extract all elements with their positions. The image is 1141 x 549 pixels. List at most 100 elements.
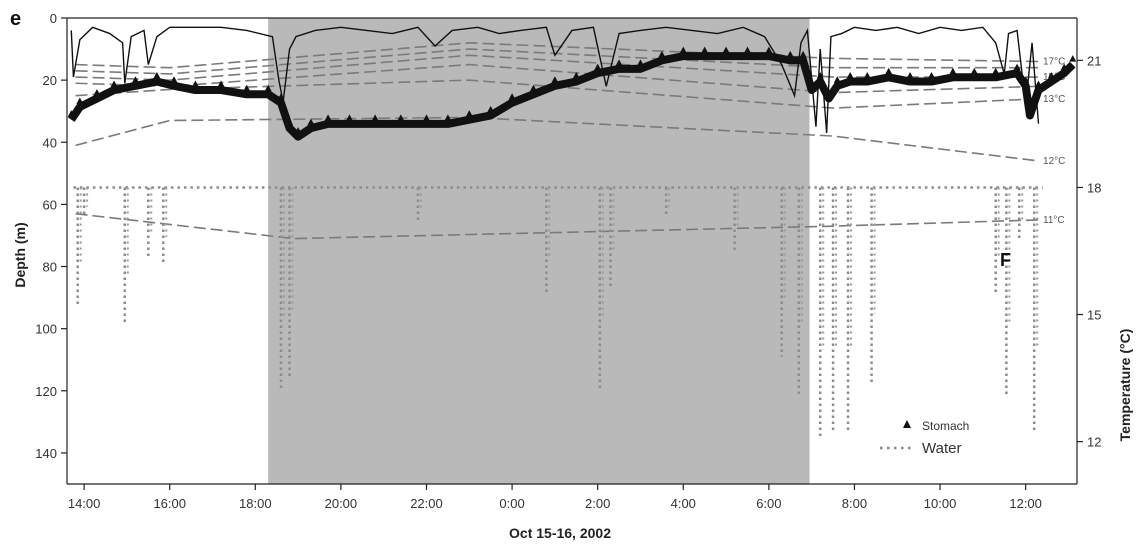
y-axis-title-left: Depth (m) [12,222,28,287]
stomach-point [863,72,871,79]
water-temperature-layer [73,186,1043,438]
stomach-point [508,93,516,100]
isotherm-line [75,212,1039,240]
x-tick-label: 22:00 [410,496,443,511]
stomach-point [529,84,537,92]
stomach-point [307,118,315,126]
y-axis-title-right: Temperature (°C) [1117,329,1133,442]
depth-trace-layer [70,26,1040,134]
stomach-point [992,67,1000,75]
stomach-point [1022,76,1030,83]
legend-water-label: Water [922,440,961,457]
y-left-tick-label: 0 [50,11,57,26]
isotherm-label: 12°C [1043,156,1065,167]
stomach-point [277,93,285,100]
stomach-point [551,76,559,83]
stomach-point [743,46,751,54]
stomach-point [885,67,893,75]
legend-stomach-marker [903,420,911,428]
stomach-point [422,114,430,121]
isotherm-label: 11°C [1043,215,1065,226]
stomach-band [67,52,1076,141]
isotherm-line [75,79,1039,109]
y-right-tick-label: 21 [1087,53,1101,68]
stomach-point [170,76,178,83]
stomach-point [397,114,405,121]
x-tick-label: 14:00 [68,496,101,511]
y-left-tick-label: 100 [35,322,57,337]
stomach-point [131,76,139,83]
stomach-point [658,50,666,58]
y-left-tick-label: 60 [43,197,57,212]
stomach-point [153,72,161,79]
stomach-point [808,80,816,88]
isotherm-label: 13°C [1043,94,1065,105]
stomach-point [217,80,225,88]
x-tick-label: 12:00 [1009,496,1042,511]
stomach-point [67,110,75,117]
x-tick-label: 2:00 [585,496,610,511]
axis-labels: e Oct 15-16, 2002 Depth (m) Temperature … [10,8,1133,541]
stomach-point [799,50,807,58]
stomach-point [487,105,495,113]
isotherm-label: 17°C [1043,56,1065,67]
panel-letter: e [10,8,21,30]
stomach-point [345,114,353,121]
x-tick-label: 0:00 [499,496,524,511]
y-left-tick-label: 140 [35,446,57,461]
x-axis-title: Oct 15-16, 2002 [509,525,611,541]
stomach-point [444,114,452,121]
y-left-tick-label: 120 [35,384,57,399]
stomach-point [615,59,623,66]
stomach-point [286,118,294,126]
x-tick-label: 4:00 [671,496,696,511]
stomach-point [1060,63,1068,71]
annotation-label: F [1000,250,1011,270]
isotherm-line [75,42,1039,69]
stomach-point [76,97,84,104]
stomach-temperature-layer [67,46,1077,141]
stomach-point [765,46,773,54]
x-tick-label: 8:00 [842,496,867,511]
x-tick-label: 16:00 [153,496,186,511]
stomach-point [191,80,199,88]
stomach-point [949,67,957,75]
stomach-point [970,67,978,75]
stomach-point [93,88,101,96]
stomach-point [465,110,473,117]
stomach-point [1069,55,1077,62]
y-left-tick-label: 20 [43,73,57,88]
y-right-tick-label: 15 [1087,308,1101,323]
y-left-tick-label: 80 [43,260,57,275]
stomach-point [927,72,935,79]
stomach-point [1047,72,1055,79]
stomach-point [825,88,833,96]
stomach-point [722,46,730,54]
isotherm-line [75,48,1039,75]
stomach-point [833,76,841,83]
y-right-tick-label: 18 [1087,180,1101,195]
stomach-point [786,50,794,58]
x-tick-label: 20:00 [325,496,358,511]
stomach-point [324,114,332,121]
y-left-tick-label: 40 [43,135,57,150]
stomach-point [243,84,251,92]
stomach-point [906,72,914,79]
stomach-point [679,46,687,54]
stomach-point [816,72,824,79]
stomach-point [371,114,379,121]
stomach-point [636,59,644,66]
stomach-point [1026,105,1034,113]
legend-stomach-label: Stomach [922,419,969,433]
depth-trace [70,26,1040,134]
x-tick-label: 18:00 [239,496,272,511]
x-tick-label: 6:00 [756,496,781,511]
stomach-point [1034,80,1042,88]
stomach-point [594,63,602,71]
stomach-point [1013,63,1021,71]
x-tick-label: 10:00 [924,496,957,511]
stomach-point [110,80,118,88]
stomach-point [572,72,580,79]
stomach-point [294,127,302,134]
